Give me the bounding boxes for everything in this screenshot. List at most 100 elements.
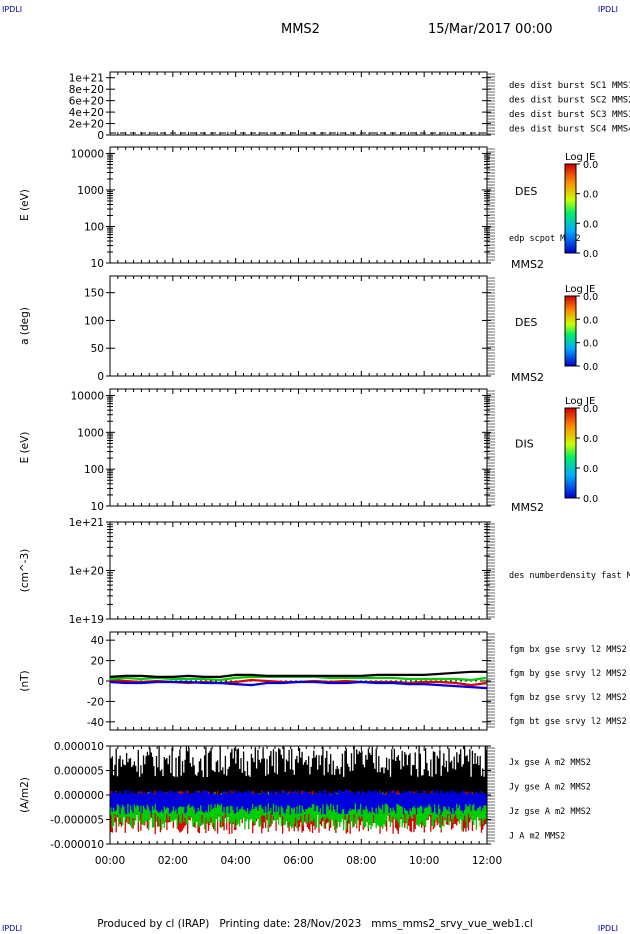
panel-6-legend-entry: fgm bt gse srvy l2 MMS2 [509,717,627,727]
panel-6-legend-entry: fgm by gse srvy l2 MMS2 [509,669,627,679]
panel-4-colorbar-tick-label: 0.0 [583,434,598,445]
panel-6-legend-entry: fgm bz gse srvy l2 MMS2 [509,693,627,703]
panel-2-ytick-label: 10 [91,258,104,270]
panel-3-colorbar-tick-label: 0.0 [583,362,598,373]
time-axis-tick-label: 10:00 [409,855,439,867]
panel-6-ytick-label: 0 [97,676,104,688]
panel-3-spacecraft-label: MMS2 [511,371,544,384]
panel-4-colorbar [564,407,577,499]
panel-4-ylabel: E (eV) [19,432,31,464]
panel-5-ytick-label: 1e+21 [69,517,104,529]
time-axis-tick-label: 00:00 [95,855,125,867]
panel-7-legend-entry: Jx gse A m2 MMS2 [509,758,591,768]
panel-2-frame [109,146,488,264]
panel-7-series-band [110,789,488,815]
panel-3-ytick-label: 0 [97,371,104,383]
panel-1-ytick-label: 1e+21 [69,73,104,85]
panel-4-ytick-label: 10 [91,501,104,513]
panel-4-colorbar-title: Log JE [565,396,595,407]
panel-1-ytick-label: 4e+20 [69,107,104,119]
panel-4-ytick-label: 100 [84,464,104,476]
time-axis-tick-label: 06:00 [283,855,313,867]
panel-7-ylabel: (A/m2) [19,777,31,813]
footer-producer: Produced by cl (IRAP) [97,918,210,930]
panel-4-ytick-label: 10000 [71,390,104,402]
panel-3-ytick-label: 100 [84,315,104,327]
footer: Produced by cl (IRAP) Printing date: 28/… [0,918,630,930]
panel-6-ytick-label: -40 [87,717,104,729]
time-axis-tick-label: 12:00 [472,855,502,867]
panel-1-frame [109,71,488,136]
panel-1-legend-entry: des dist burst SC1 MMS1 [509,81,630,91]
panel-3-instrument-label: DES [515,316,537,329]
panel-3-frame [109,275,488,377]
panel-6-ytick-label: -20 [87,696,104,708]
panel-2-ytick-label: 100 [84,221,104,233]
panel-7-legend-entry: Jz gse A m2 MMS2 [509,807,591,817]
footer-file: mms_mms2_srvy_vue_web1.cl [371,918,533,930]
panel-1-ytick-label: 8e+20 [69,84,104,96]
panel-1-ytick-label: 6e+20 [69,96,104,108]
panel-1-ytick-label: 2e+20 [69,119,104,131]
panel-6-ytick-label: 20 [91,656,104,668]
panel-4-colorbar-tick-label: 0.0 [583,404,598,415]
panel-3-colorbar-title: Log JE [565,284,595,295]
corner-label-top-right: IPDLI [597,5,618,14]
panel-6-series-line [109,670,487,679]
panel-3-colorbar-tick-label: 0.0 [583,315,598,326]
time-axis-tick-label: 08:00 [346,855,376,867]
panel-3-colorbar-tick-label: 0.0 [583,292,598,303]
panel-5-ytick-label: 1e+20 [69,566,104,578]
panel-1-ytick-label: 0 [97,130,104,142]
footer-printing-date: Printing date: 28/Nov/2023 [219,918,362,930]
panel-6-series-line [109,680,488,690]
panel-2-spacecraft-label: MMS2 [511,258,544,271]
panel-3-ylabel: a (deg) [19,307,31,345]
panel-7-ytick-label: -0.000005 [50,815,104,827]
panel-4-instrument-label: DIS [515,438,534,451]
panel-1-legend-entry: des dist burst SC3 MMS3 [509,110,630,120]
panel-4-frame [109,388,488,507]
panel-2-colorbar-tick-label: 0.0 [583,249,598,260]
panel-6-ytick-label: 40 [91,635,104,647]
panel-4-colorbar-tick-label: 0.0 [583,464,598,475]
panel-4-spacecraft-label: MMS2 [511,501,544,514]
panel-3-ytick-label: 50 [91,343,104,355]
time-axis-tick-label: 02:00 [158,855,188,867]
panel-2-ylabel: E (eV) [19,189,31,221]
panel-2-ytick-label: 10000 [71,148,104,160]
panel-2-colorbar [564,163,577,254]
panel-2-colorbar-title: Log JE [565,152,595,163]
panel-7-ytick-label: -0.000010 [50,839,104,851]
panel-3-colorbar-tick-label: 0.0 [583,339,598,350]
panel-2-ytick-label: 1000 [77,185,104,197]
panel-7-legend-entry: Jy gse A m2 MMS2 [509,783,591,793]
panel-3-colorbar [564,295,577,367]
panel-6-ylabel: (nT) [19,670,31,691]
corner-label-top-left: IPDLI [2,5,23,14]
panel-2-colorbar-tick-label: 0.0 [583,160,598,171]
panel-5-frame [109,521,488,620]
time-axis-tick-label: 04:00 [221,855,251,867]
date-title: 15/Mar/2017 00:00 [428,22,553,37]
panel-6-legend-entry: fgm bx gse srvy l2 MMS2 [509,645,627,655]
panel-5-ytick-label: 1e+19 [69,614,104,626]
panel-7-legend-entry: J A m2 MMS2 [509,832,565,842]
panel-5-legend-entry: des numberdensity fast M [509,571,630,581]
corner-label-bottom-right: IPDLI [597,924,618,933]
panel-7-ytick-label: 0.000005 [54,766,104,778]
panel-1-legend-entry: des dist burst SC2 MMS2 [509,96,630,106]
panel-7-frame-overlay [109,745,488,845]
spacecraft-title: MMS2 [281,22,320,37]
panel-2-colorbar-tick-label: 0.0 [583,219,598,230]
panel-4-colorbar-tick-label: 0.0 [583,494,598,505]
panel-2-instrument-label: DES [515,185,537,198]
panel-7-series-band [110,746,488,804]
panel-2-extra-label: edp scpot MMS2 [509,234,581,244]
panel-5-ylabel: (cm^-3) [19,549,31,592]
panel-7-ytick-label: 0.000000 [54,790,104,802]
panel-2-colorbar-tick-label: 0.0 [583,190,598,201]
panel-7-ytick-label: 0.000010 [54,741,104,753]
